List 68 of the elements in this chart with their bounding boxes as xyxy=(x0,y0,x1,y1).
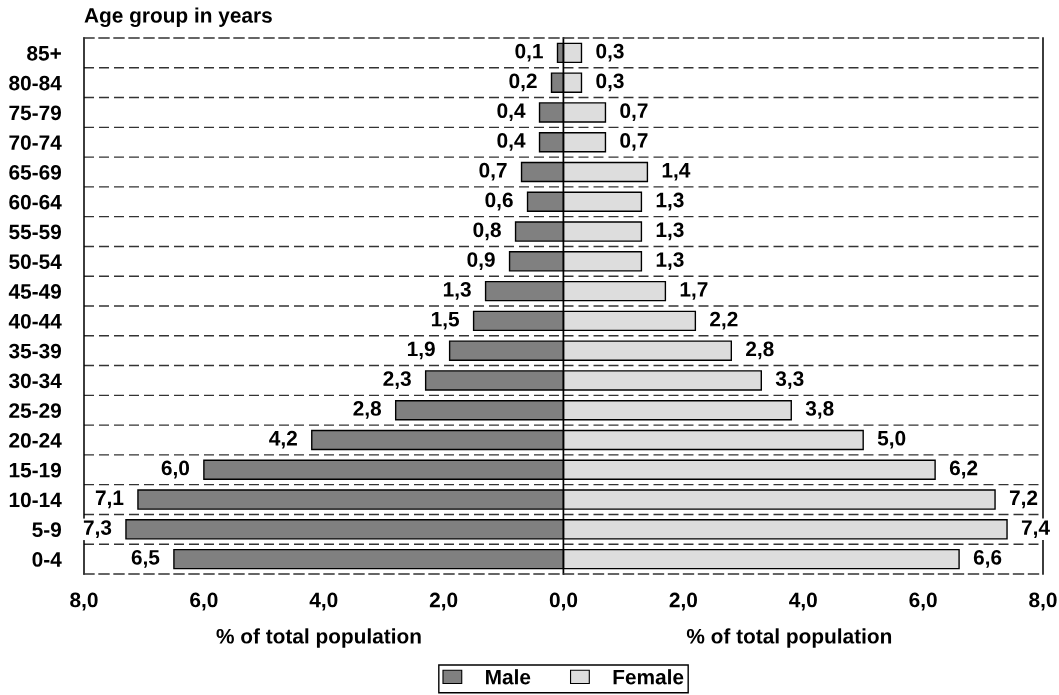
data-label: 3,3 xyxy=(775,371,804,390)
data-label: 0,3 xyxy=(596,73,624,92)
data-label: 6,6 xyxy=(973,549,1002,568)
data-label: 7,4 xyxy=(1021,520,1050,538)
y-tick-label: 40-44 xyxy=(8,313,62,329)
x-tick-label: 0,0 xyxy=(549,592,578,611)
y-tick-label: 55-59 xyxy=(9,224,62,240)
data-label: 6,0 xyxy=(161,460,190,479)
data-label: 2,8 xyxy=(353,401,382,419)
data-label: 0,4 xyxy=(497,103,526,122)
data-label: 6,5 xyxy=(131,549,160,568)
y-tick-label: 5-9 xyxy=(32,522,62,538)
y-tick-label: 20-24 xyxy=(9,433,62,448)
data-label: 1,3 xyxy=(656,192,684,211)
data-label: 0,3 xyxy=(596,43,624,62)
y-tick-label: 75-79 xyxy=(9,105,62,121)
y-tick-label: 80-84 xyxy=(9,75,62,91)
data-label: 1,5 xyxy=(431,311,460,330)
x-tick-label: 4,0 xyxy=(789,592,817,611)
y-tick-label: 60-64 xyxy=(9,194,62,210)
x-tick-label: 2,0 xyxy=(429,592,458,611)
legend-label: Male xyxy=(486,669,531,685)
x-tick-label: 8,0 xyxy=(1029,592,1057,611)
x-tick-label: 4,0 xyxy=(309,592,338,611)
data-label: 3,8 xyxy=(805,401,834,419)
y-tick-label: 25-29 xyxy=(9,403,62,418)
data-label: 2,8 xyxy=(746,341,774,360)
data-label: 7,2 xyxy=(1009,490,1038,509)
y-tick-label: 50-54 xyxy=(9,254,62,270)
y-tick-label: 70-74 xyxy=(9,135,62,150)
data-label: 1,3 xyxy=(443,281,471,300)
data-label: 0,9 xyxy=(467,252,495,270)
data-label: 7,1 xyxy=(95,490,124,509)
y-tick-label: 35-39 xyxy=(8,343,62,359)
y-tick-label: 15-19 xyxy=(9,462,62,478)
data-label: 0,7 xyxy=(620,103,648,122)
y-tick-label: 45-49 xyxy=(8,284,62,299)
x-tick-label: 2,0 xyxy=(669,592,697,611)
x-tick-label: 8,0 xyxy=(70,592,98,611)
data-label: 1,7 xyxy=(680,282,708,300)
y-tick-label: 30-34 xyxy=(8,373,62,389)
data-label: 2,2 xyxy=(710,311,738,330)
legend-label: Female xyxy=(613,669,684,685)
y-axis-title: Age group in years xyxy=(84,7,272,27)
y-tick-label: 65-69 xyxy=(9,165,62,180)
data-label: 1,9 xyxy=(407,341,435,360)
data-label: 0,4 xyxy=(497,133,526,151)
x-axis-title: % of total population xyxy=(686,628,892,648)
data-label: 1,4 xyxy=(662,163,691,181)
y-tick-label: 10-14 xyxy=(9,492,62,508)
data-label: 2,3 xyxy=(383,371,411,390)
data-label: 0,2 xyxy=(509,73,537,92)
data-label: 0,7 xyxy=(620,133,648,151)
data-label: 0,7 xyxy=(479,162,507,181)
data-label: 6,2 xyxy=(949,460,978,479)
data-label: 1,3 xyxy=(656,222,684,241)
y-tick-label: 0-4 xyxy=(32,552,62,567)
y-tick-label: 85+ xyxy=(27,45,61,61)
data-label: 5,0 xyxy=(877,430,906,449)
data-label: 0,8 xyxy=(473,222,501,241)
data-label: 0,6 xyxy=(485,192,513,211)
data-label: 7,3 xyxy=(83,520,112,538)
x-tick-label: 6,0 xyxy=(190,592,218,611)
data-label: 0,1 xyxy=(515,43,543,62)
x-axis-title: % of total population xyxy=(216,628,421,648)
data-label: 1,3 xyxy=(656,252,684,270)
x-tick-label: 6,0 xyxy=(909,592,937,611)
data-label: 4,2 xyxy=(269,430,297,449)
